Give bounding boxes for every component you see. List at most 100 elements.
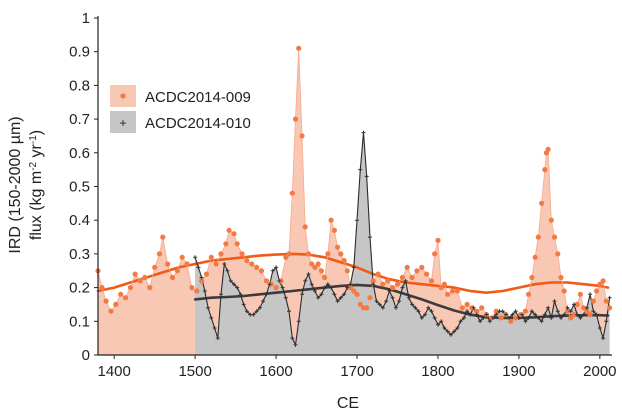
series-1-point <box>299 133 305 139</box>
series-1-point <box>254 264 260 270</box>
series-1-point <box>597 281 603 287</box>
series-2-point <box>461 315 466 320</box>
series-2-point <box>222 262 227 266</box>
series-2-point <box>500 309 505 314</box>
series-2-point <box>578 315 583 320</box>
series-1-point <box>555 251 561 257</box>
series-1-point <box>152 264 158 270</box>
series-1-point <box>474 308 480 314</box>
series-1-point <box>445 291 451 297</box>
series-2-point <box>594 312 599 317</box>
series-1-point <box>103 298 109 304</box>
series-2-point <box>426 305 431 310</box>
series-2-point <box>261 299 266 304</box>
series-1-point <box>539 200 545 206</box>
series-2-point <box>491 315 495 320</box>
series-1-point <box>459 305 465 311</box>
series-2-point <box>481 315 486 320</box>
trend-lines <box>96 252 610 320</box>
series-2-point <box>267 282 272 287</box>
series-1-trend <box>96 252 610 295</box>
series-1-point <box>165 261 171 267</box>
series-1-point <box>424 271 430 277</box>
series-2-point <box>209 315 214 320</box>
series-2-point <box>445 329 450 334</box>
series-2-point <box>597 326 602 330</box>
series-2-point <box>274 265 279 270</box>
series-2-point <box>410 302 415 307</box>
series-1-point <box>558 274 564 281</box>
x-tick-label: 1800 <box>421 363 454 380</box>
series-1-point <box>344 268 350 274</box>
series-2-point <box>257 305 262 310</box>
series-1-point <box>435 237 441 243</box>
series-2-point <box>436 322 440 327</box>
series-2-point <box>419 315 424 320</box>
series-1-point <box>561 288 567 294</box>
series-2-point <box>471 305 476 310</box>
series-1-point <box>600 278 606 284</box>
series-1-point <box>357 301 363 307</box>
series-1-point <box>132 271 138 277</box>
series-1-point <box>351 288 357 294</box>
series-1-point <box>564 308 571 314</box>
y-tick-label: 0.4 <box>69 212 90 229</box>
series-1-point <box>113 301 119 307</box>
series-1-point <box>283 254 289 260</box>
series-2-point <box>474 312 479 317</box>
series-1-point <box>147 285 153 291</box>
series-2-point <box>312 289 317 293</box>
y-tick-label: 0.2 <box>69 280 90 297</box>
series-2-point <box>448 332 453 337</box>
series-2-point <box>533 312 538 317</box>
series-2-point <box>270 268 275 273</box>
series-2-point <box>465 309 470 314</box>
series-2-point <box>325 282 330 287</box>
series-1-point <box>385 278 391 284</box>
series-2-point <box>309 282 314 287</box>
series-1-point <box>223 241 229 247</box>
series-1-point <box>273 285 279 291</box>
series-2-point <box>562 312 567 317</box>
series-2-point <box>536 315 541 320</box>
series-1-point <box>419 264 425 270</box>
y-tick-label: 1 <box>82 10 90 27</box>
series-2-point <box>232 282 236 287</box>
series-2-point <box>575 312 580 317</box>
series-2-point <box>287 309 291 314</box>
series-1-point <box>522 308 529 314</box>
x-tick-label: 1700 <box>340 363 373 380</box>
series-1-point <box>296 45 302 51</box>
x-tick-label: 2000 <box>583 363 616 380</box>
series-1-point <box>581 305 587 311</box>
y-axis-title-line1: IRD (150-2000 µm) <box>7 116 24 253</box>
series-1-point <box>432 251 438 257</box>
series-2-point <box>601 336 606 341</box>
series-2-point <box>199 275 204 280</box>
series-2-point <box>293 342 298 347</box>
series-2-point <box>565 305 570 310</box>
series-2-point <box>319 292 324 297</box>
series-1-point <box>548 217 554 223</box>
series-1-point <box>464 301 470 307</box>
legend-swatch-series-2 <box>110 111 136 133</box>
series-1-point <box>603 298 609 304</box>
x-tick-label: 1500 <box>178 363 211 380</box>
series-1-point <box>244 258 250 264</box>
series-2-point <box>342 292 347 297</box>
series-1-point <box>328 217 334 223</box>
series-1-point <box>315 261 321 267</box>
series-1-point <box>441 281 447 287</box>
series-2-point <box>202 289 207 293</box>
series-1-point <box>526 291 532 297</box>
series-2-point <box>368 235 372 240</box>
series-1-point <box>335 244 341 250</box>
series-1-point <box>375 271 381 277</box>
x-tick-label: 1400 <box>98 363 131 380</box>
legend-item-series-2: + ACDC2014-010 <box>110 111 251 133</box>
series-1-point <box>289 190 295 196</box>
series-2-point <box>504 312 508 317</box>
series-2-point <box>212 326 217 330</box>
series-2-point <box>439 319 444 324</box>
series-1-point <box>542 167 548 173</box>
